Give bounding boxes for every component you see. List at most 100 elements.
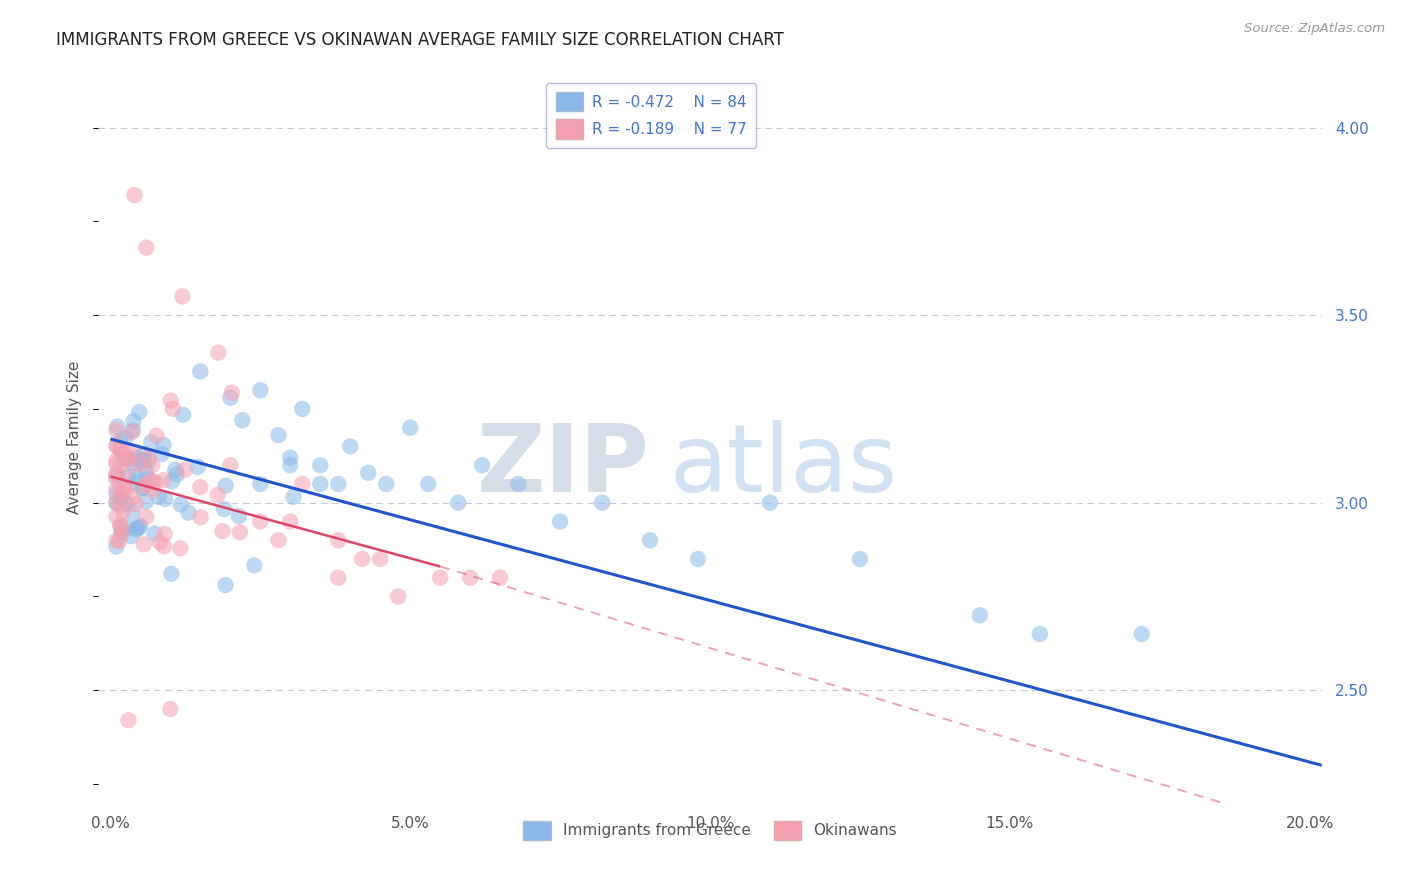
Text: atlas: atlas xyxy=(669,420,897,512)
Point xyxy=(134,479,156,493)
Point xyxy=(136,477,159,491)
Point xyxy=(190,510,212,524)
Point xyxy=(117,713,139,727)
Point xyxy=(105,471,128,485)
Point xyxy=(111,484,134,499)
Point xyxy=(122,414,145,428)
Point xyxy=(160,475,183,489)
Point xyxy=(108,434,131,448)
Point xyxy=(132,481,155,495)
Point xyxy=(508,477,530,491)
Point xyxy=(328,533,350,548)
Point xyxy=(129,454,152,468)
Point xyxy=(177,506,200,520)
Point xyxy=(112,505,135,519)
Point xyxy=(108,442,131,457)
Point xyxy=(105,419,128,434)
Point xyxy=(278,458,301,473)
Point xyxy=(471,458,494,473)
Point xyxy=(173,462,195,476)
Point xyxy=(489,571,512,585)
Point xyxy=(1130,627,1153,641)
Point xyxy=(138,453,160,467)
Point xyxy=(141,435,163,450)
Point xyxy=(231,413,253,427)
Point xyxy=(115,496,138,510)
Point xyxy=(153,526,176,541)
Point xyxy=(638,533,661,548)
Point xyxy=(121,423,143,437)
Point xyxy=(132,453,155,467)
Point xyxy=(249,383,271,397)
Point xyxy=(375,477,398,491)
Point xyxy=(152,438,174,452)
Point xyxy=(135,510,157,524)
Point xyxy=(105,423,128,437)
Point xyxy=(105,453,128,467)
Point xyxy=(387,590,409,604)
Point xyxy=(128,518,150,533)
Point xyxy=(125,523,148,537)
Point xyxy=(117,469,139,483)
Text: ZIP: ZIP xyxy=(477,420,650,512)
Point xyxy=(429,571,451,585)
Point xyxy=(125,497,148,511)
Point xyxy=(121,505,143,519)
Point xyxy=(105,439,128,453)
Point xyxy=(969,608,991,623)
Point xyxy=(267,428,290,442)
Point xyxy=(188,364,211,378)
Point xyxy=(135,494,157,508)
Point xyxy=(166,467,188,482)
Point xyxy=(352,552,374,566)
Point xyxy=(105,496,128,510)
Point xyxy=(229,525,252,540)
Point xyxy=(111,451,134,466)
Point xyxy=(141,474,163,488)
Point xyxy=(219,391,242,405)
Point xyxy=(221,385,243,400)
Point xyxy=(136,472,159,486)
Point xyxy=(120,529,142,543)
Point xyxy=(121,456,143,470)
Point xyxy=(121,490,143,504)
Point xyxy=(114,480,136,494)
Point xyxy=(160,566,183,581)
Point xyxy=(228,509,250,524)
Point xyxy=(165,463,187,477)
Point xyxy=(105,509,128,524)
Point xyxy=(169,498,191,512)
Point xyxy=(188,480,211,494)
Point xyxy=(125,475,148,489)
Point xyxy=(291,401,314,416)
Point xyxy=(110,498,132,512)
Point xyxy=(591,496,613,510)
Point xyxy=(153,491,176,506)
Point xyxy=(328,571,350,585)
Point xyxy=(357,466,380,480)
Legend: Immigrants from Greece, Okinawans: Immigrants from Greece, Okinawans xyxy=(517,814,903,847)
Point xyxy=(169,541,191,556)
Point xyxy=(114,483,136,497)
Point xyxy=(207,345,229,359)
Point xyxy=(105,540,128,554)
Point xyxy=(211,524,233,538)
Point xyxy=(458,571,481,585)
Point xyxy=(447,496,470,510)
Point xyxy=(115,449,138,463)
Point xyxy=(105,483,128,497)
Point xyxy=(278,450,301,465)
Point xyxy=(132,537,155,551)
Point xyxy=(214,578,236,592)
Point xyxy=(243,558,266,573)
Point xyxy=(759,496,782,510)
Point xyxy=(686,552,709,566)
Point xyxy=(148,490,170,504)
Y-axis label: Average Family Size: Average Family Size xyxy=(67,360,83,514)
Point xyxy=(135,464,157,478)
Point xyxy=(105,467,128,481)
Point xyxy=(418,477,440,491)
Point xyxy=(121,425,143,439)
Point xyxy=(207,488,229,502)
Point xyxy=(309,477,332,491)
